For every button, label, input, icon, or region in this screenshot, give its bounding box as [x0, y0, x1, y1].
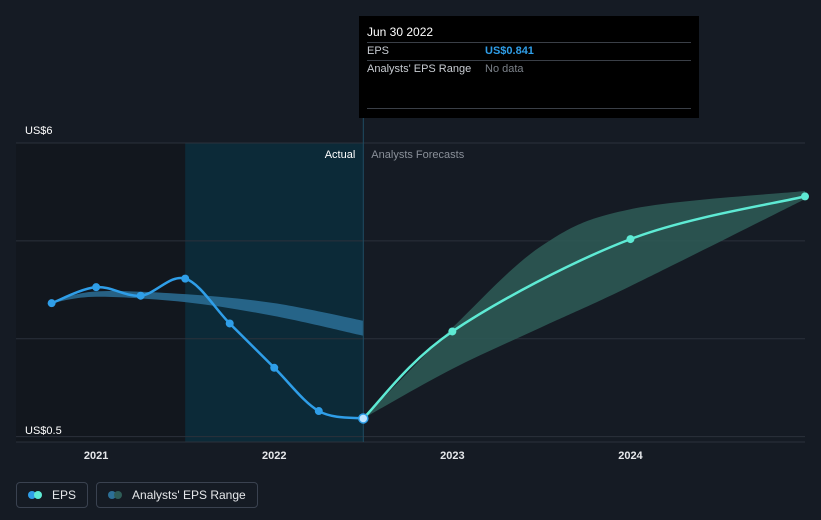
- analyst-range-actual-band: [51, 291, 364, 336]
- y-tick-label: US$6: [25, 125, 53, 137]
- legend-item-eps[interactable]: EPS: [16, 482, 89, 508]
- tooltip-range-label: Analysts' EPS Range: [367, 63, 472, 75]
- tooltip-date: Jun 30 2022: [367, 25, 434, 39]
- tooltip-eps-value: US$0.841: [485, 45, 534, 57]
- y-axis-labels: US$6 US$0.5: [25, 125, 62, 437]
- tooltip: Jun 30 2022 EPS US$0.841 Analysts' EPS R…: [359, 16, 699, 118]
- legend-range-label: Analysts' EPS Range: [132, 488, 246, 502]
- y-tick-label: US$0.5: [25, 425, 62, 437]
- actual-period-highlight: [185, 143, 364, 442]
- legend-item-range[interactable]: Analysts' EPS Range: [96, 482, 258, 508]
- eps-point: [225, 319, 234, 328]
- range-swatch-icon: [108, 491, 124, 499]
- eps-forecast-line: [362, 195, 806, 420]
- legend: EPS Analysts' EPS Range: [16, 482, 258, 508]
- x-tick-label: 2021: [84, 450, 108, 462]
- data-points: [47, 192, 809, 424]
- analyst-range-forecast-band: [363, 191, 805, 419]
- legend-eps-label: EPS: [52, 488, 77, 502]
- x-axis-labels: 2021 2022 2023 2024: [84, 450, 644, 462]
- forecast-point: [626, 235, 635, 244]
- tooltip-divider: [367, 108, 691, 109]
- tooltip-row-range: Analysts' EPS Range No data: [367, 60, 691, 78]
- eps-point: [136, 291, 145, 300]
- eps-point: [270, 363, 279, 372]
- x-tick-label: 2023: [440, 450, 464, 462]
- forecast-point: [448, 327, 457, 336]
- actual-region-label: Actual: [325, 149, 356, 161]
- tooltip-range-value: No data: [485, 63, 524, 75]
- eps-point: [181, 274, 190, 283]
- forecast-region-label: Analysts Forecasts: [371, 149, 464, 161]
- eps-point: [314, 407, 323, 416]
- forecast-point: [801, 192, 809, 201]
- eps-point: [47, 299, 56, 308]
- tooltip-row-eps: EPS US$0.841: [367, 42, 691, 60]
- eps-point: [92, 283, 101, 292]
- x-tick-label: 2024: [618, 450, 643, 462]
- x-tick-label: 2022: [262, 450, 286, 462]
- eps-swatch-icon: [28, 491, 44, 499]
- selected-point: [358, 413, 369, 424]
- eps-line: [51, 276, 364, 420]
- tooltip-eps-label: EPS: [367, 45, 390, 57]
